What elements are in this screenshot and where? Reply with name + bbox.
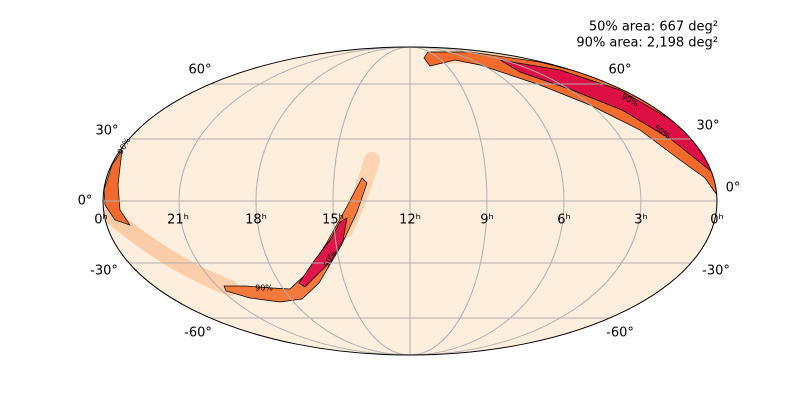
dec-label: 60° [608,63,631,78]
graticule [103,47,717,355]
ra-label: 15ʰ [322,213,344,228]
contour-90 [103,149,131,226]
ra-label: 12ʰ [399,213,421,228]
annotation: 90% area: 2,198 deg² [576,36,718,51]
dec-label: 30° [95,124,118,139]
probability-tail [103,207,238,296]
dec-labels-right: 60° 30° 0° -30° -60° [606,63,740,341]
ra-label: 0ʰ [94,213,108,228]
annotation: 50% area: 667 deg² [589,20,718,35]
dec-label: -60° [606,326,634,341]
dec-label: 0° [726,181,741,196]
dec-label: 0° [78,194,93,209]
meridian [178,47,642,355]
ra-labels: 0ʰ 21ʰ 18ʰ 15ʰ 12ʰ 9ʰ 6ʰ 3ʰ 0ʰ [94,213,724,228]
meridian [332,47,488,355]
ra-label: 6ʰ [557,213,571,228]
contour-label: 90% [255,284,273,293]
dec-labels-left: 60° 30° 0° -30° -60° [78,63,212,341]
ra-label: 18ʰ [245,213,267,228]
dec-label: -60° [184,326,212,341]
ra-label: 3ʰ [634,213,648,228]
dec-label: 60° [188,63,211,78]
ra-label: 21ʰ [167,213,189,228]
ra-label: 0ʰ [710,213,724,228]
sky-outline [102,46,718,356]
dec-label: -30° [702,264,730,279]
dec-label: 30° [696,119,719,134]
dec-label: -30° [90,264,118,279]
ra-label: 9ʰ [480,213,494,228]
meridian [255,47,565,355]
